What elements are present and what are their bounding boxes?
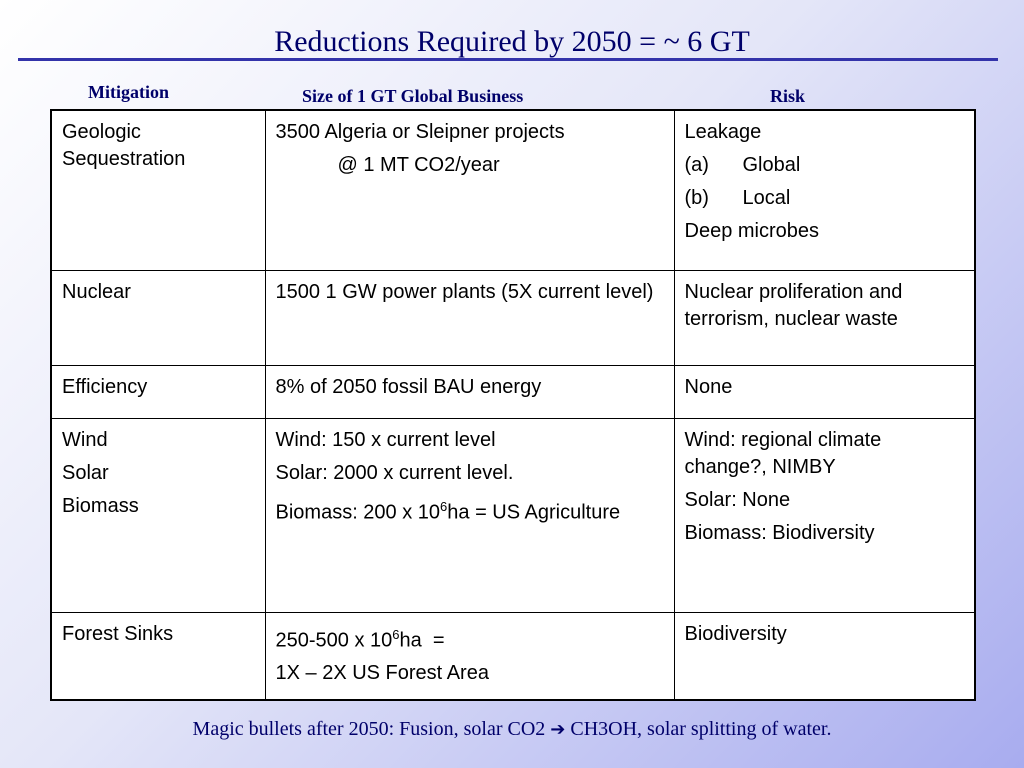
- risk-text: Deep microbes: [684, 220, 820, 242]
- size-text: 3500 Algeria or Sleipner projects: [275, 121, 565, 143]
- table-row: Geologic Sequestration 3500 Algeria or S…: [50, 109, 976, 271]
- risk-cell: None: [673, 364, 976, 419]
- mitigation-text: Geologic Sequestration: [62, 121, 186, 170]
- risk-text: Biodiversity: [684, 622, 787, 645]
- size-cell: Wind: 150 x current level Solar: 2000 x …: [264, 417, 675, 613]
- mitigation-cell: Wind Solar Biomass: [50, 417, 266, 613]
- size-text: Solar: 2000 x current level.: [275, 461, 514, 484]
- mitigation-cell: Nuclear: [50, 269, 266, 366]
- mitigation-cell: Efficiency: [50, 364, 266, 419]
- risk-text: Wind: regional climate change?, NIMBY: [684, 428, 882, 478]
- title-underline: [18, 58, 998, 61]
- risk-cell: Nuclear proliferation and terrorism, nuc…: [673, 269, 976, 366]
- size-cell: 3500 Algeria or Sleipner projects @ 1 MT…: [264, 109, 675, 271]
- mitigation-text: Wind: [62, 428, 108, 451]
- mitigation-text: Biomass: [62, 494, 139, 517]
- right-arrow-icon: ➔: [550, 719, 566, 740]
- size-cell: 250-500 x 106ha = 1X – 2X US Forest Area: [264, 611, 675, 701]
- risk-list-item: (a) Global: [684, 154, 801, 176]
- mitigation-cell: Forest Sinks: [50, 611, 266, 701]
- size-cell: 8% of 2050 fossil BAU energy: [264, 364, 675, 419]
- risk-text: Biomass: Biodiversity: [684, 521, 875, 544]
- size-text: 8% of 2050 fossil BAU energy: [275, 375, 542, 398]
- risk-list-item: (b) Local: [684, 187, 791, 209]
- mitigation-text: Solar: [62, 461, 109, 484]
- risk-cell: Biodiversity: [673, 611, 976, 701]
- footer-text-before: Magic bullets after 2050: Fusion, solar …: [192, 718, 546, 740]
- table-row: Wind Solar Biomass Wind: 150 x current l…: [50, 417, 976, 613]
- size-text: 1500 1 GW power plants (5X current level…: [275, 280, 654, 303]
- risk-text: Nuclear proliferation and terrorism, nuc…: [684, 280, 903, 330]
- risk-text: None: [684, 375, 733, 398]
- risk-cell: Wind: regional climate change?, NIMBY So…: [673, 417, 976, 613]
- slide-title: Reductions Required by 2050 = ~ 6 GT: [274, 25, 750, 58]
- mitigation-text: Efficiency: [62, 375, 148, 398]
- table-row: Forest Sinks 250-500 x 106ha = 1X – 2X U…: [50, 611, 976, 701]
- size-text: Biomass: 200 x 106ha = US Agriculture: [275, 498, 621, 524]
- size-text: 1X – 2X US Forest Area: [275, 662, 489, 685]
- size-text: 250-500 x 106ha =: [275, 626, 445, 652]
- risk-text: Leakage: [684, 121, 762, 143]
- mitigation-table: Geologic Sequestration 3500 Algeria or S…: [50, 109, 976, 702]
- size-text: @ 1 MT CO2/year: [337, 154, 500, 176]
- risk-cell: Leakage (a) Global (b) Local Deep microbes: [673, 109, 976, 271]
- column-header-size: Size of 1 GT Global Business: [302, 86, 524, 106]
- mitigation-cell: Geologic Sequestration: [50, 109, 266, 271]
- table-row: Efficiency 8% of 2050 fossil BAU energy …: [50, 364, 976, 419]
- risk-text: Solar: None: [684, 488, 791, 511]
- footer-text-after: CH3OH, solar splitting of water.: [570, 718, 832, 740]
- size-text: Wind: 150 x current level: [275, 428, 496, 451]
- column-header-risk: Risk: [770, 86, 806, 106]
- mitigation-text: Nuclear: [62, 280, 131, 303]
- mitigation-text: Forest Sinks: [62, 622, 174, 645]
- size-cell: 1500 1 GW power plants (5X current level…: [264, 269, 675, 366]
- footer-note: Magic bullets after 2050: Fusion, solar …: [0, 718, 1024, 741]
- column-header-mitigation: Mitigation: [88, 82, 169, 102]
- table-row: Nuclear 1500 1 GW power plants (5X curre…: [50, 269, 976, 366]
